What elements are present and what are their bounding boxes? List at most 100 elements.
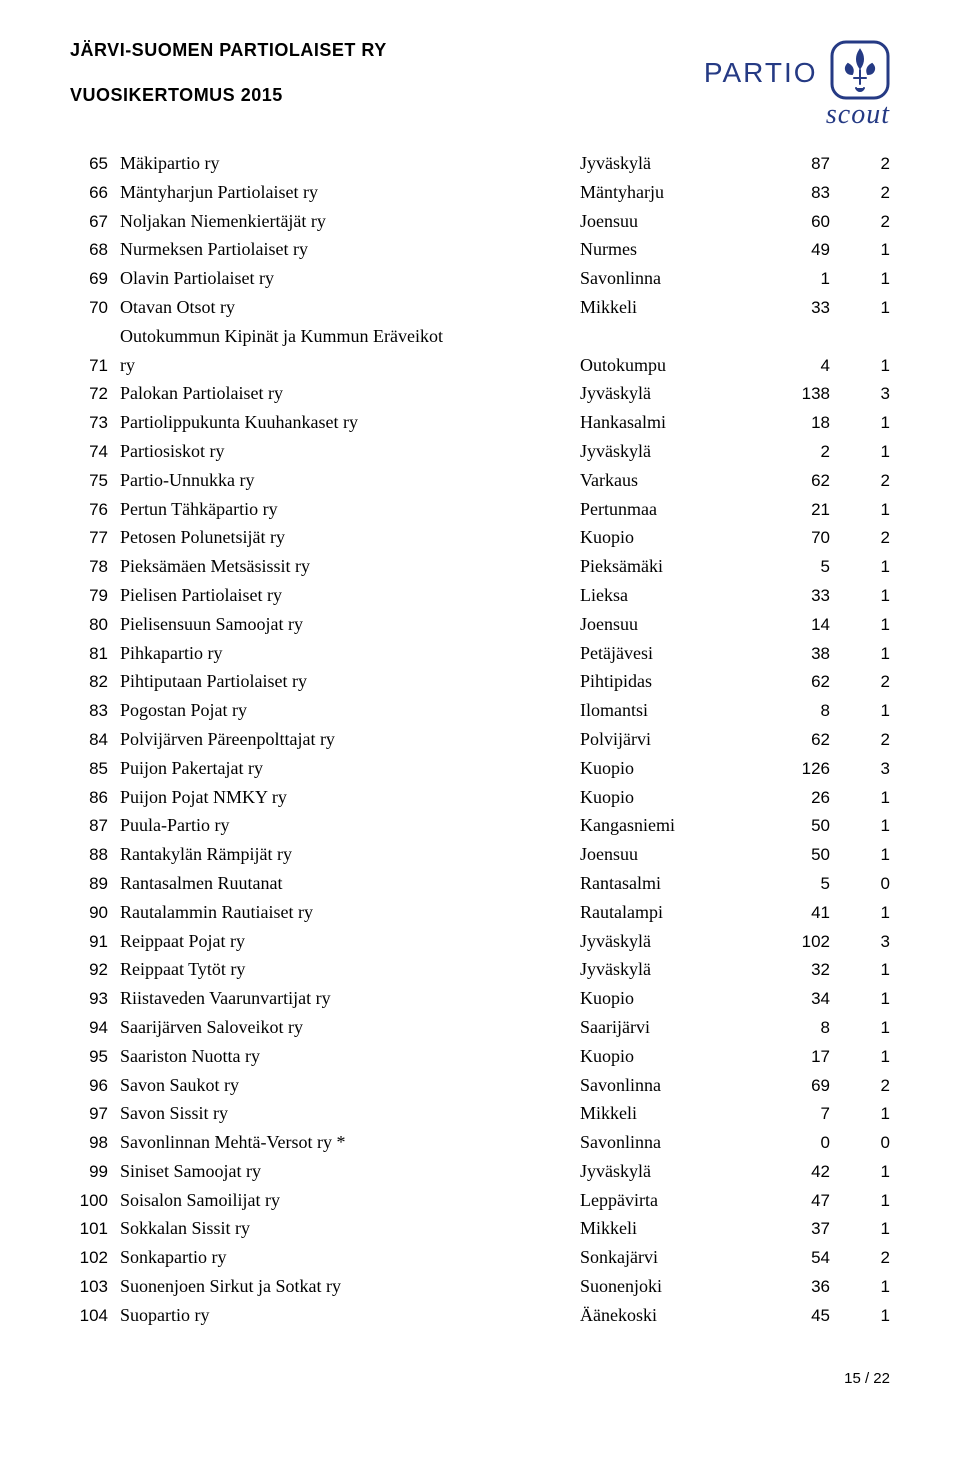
- table-row: 79Pielisen Partiolaiset ryLieksa331: [70, 581, 890, 610]
- row-value-2: 1: [830, 784, 890, 811]
- row-value-2: 1: [830, 582, 890, 609]
- row-value-2: 1: [830, 236, 890, 263]
- row-number: 75: [70, 467, 120, 494]
- row-city: Joensuu: [580, 610, 760, 639]
- row-value-2: 1: [830, 553, 890, 580]
- row-city: Savonlinna: [580, 1071, 760, 1100]
- table-row: 102Sonkapartio rySonkajärvi542: [70, 1243, 890, 1272]
- row-city: Jyväskylä: [580, 379, 760, 408]
- row-value-1: 50: [760, 841, 830, 868]
- row-value-1: 38: [760, 640, 830, 667]
- row-value-2: 3: [830, 755, 890, 782]
- row-value-2: 1: [830, 1100, 890, 1127]
- row-number: 68: [70, 236, 120, 263]
- table-row: 89Rantasalmen RuutanatRantasalmi50: [70, 869, 890, 898]
- row-value-2: 2: [830, 726, 890, 753]
- table-row: 71ryOutokumpu41: [70, 351, 890, 380]
- row-number: 100: [70, 1187, 120, 1214]
- row-value-2: 2: [830, 467, 890, 494]
- row-value-1: 37: [760, 1215, 830, 1242]
- row-value-1: 33: [760, 294, 830, 321]
- row-value-2: 1: [830, 812, 890, 839]
- row-city: Kangasniemi: [580, 811, 760, 840]
- header-left: JÄRVI-SUOMEN PARTIOLAISET RY VUOSIKERTOM…: [70, 40, 387, 106]
- table-row: 90Rautalammin Rautiaiset ryRautalampi411: [70, 898, 890, 927]
- header-row: JÄRVI-SUOMEN PARTIOLAISET RY VUOSIKERTOM…: [70, 40, 890, 131]
- row-value-2: 2: [830, 1244, 890, 1271]
- table-row: 68Nurmeksen Partiolaiset ryNurmes491: [70, 235, 890, 264]
- row-value-2: 2: [830, 179, 890, 206]
- table-row: 96Savon Saukot rySavonlinna692: [70, 1071, 890, 1100]
- table-row: 101Sokkalan Sissit ryMikkeli371: [70, 1214, 890, 1243]
- table-row: 91Reippaat Pojat ryJyväskylä1023: [70, 927, 890, 956]
- table-row: 88Rantakylän Rämpijät ryJoensuu501: [70, 840, 890, 869]
- row-city: Mikkeli: [580, 1214, 760, 1243]
- row-value-1: 18: [760, 409, 830, 436]
- fleur-de-lis-icon: [830, 40, 890, 105]
- row-name: Pihtiputaan Partiolaiset ry: [120, 667, 580, 696]
- row-value-1: 42: [760, 1158, 830, 1185]
- row-city: Leppävirta: [580, 1186, 760, 1215]
- row-number: 72: [70, 380, 120, 407]
- row-value-1: 32: [760, 956, 830, 983]
- row-number: 101: [70, 1215, 120, 1242]
- row-number: 89: [70, 870, 120, 897]
- row-value-1: 1: [760, 265, 830, 292]
- row-number: 96: [70, 1072, 120, 1099]
- row-number: 86: [70, 784, 120, 811]
- row-number: 81: [70, 640, 120, 667]
- row-value-2: 0: [830, 1129, 890, 1156]
- row-value-2: 1: [830, 1187, 890, 1214]
- row-city: Petäjävesi: [580, 639, 760, 668]
- row-number: 77: [70, 524, 120, 551]
- table-row: 87Puula-Partio ryKangasniemi501: [70, 811, 890, 840]
- row-value-2: 2: [830, 208, 890, 235]
- row-city: Jyväskylä: [580, 437, 760, 466]
- table-row: 103Suonenjoen Sirkut ja Sotkat rySuonenj…: [70, 1272, 890, 1301]
- row-city: Varkaus: [580, 466, 760, 495]
- row-name: Puijon Pojat NMKY ry: [120, 783, 580, 812]
- row-number: 71: [70, 352, 120, 379]
- row-city: Jyväskylä: [580, 955, 760, 984]
- row-value-2: 1: [830, 294, 890, 321]
- row-name: Riistaveden Vaarunvartijat ry: [120, 984, 580, 1013]
- table-row: 67Noljakan Niemenkiertäjät ryJoensuu602: [70, 207, 890, 236]
- row-number: 88: [70, 841, 120, 868]
- row-city: Savonlinna: [580, 264, 760, 293]
- row-number: 103: [70, 1273, 120, 1300]
- row-value-1: 36: [760, 1273, 830, 1300]
- row-name: Puijon Pakertajat ry: [120, 754, 580, 783]
- row-value-2: 1: [830, 1215, 890, 1242]
- row-number: 65: [70, 150, 120, 177]
- table-row: 72Palokan Partiolaiset ryJyväskylä1383: [70, 379, 890, 408]
- row-value-1: 62: [760, 467, 830, 494]
- row-value-1: 62: [760, 668, 830, 695]
- row-value-1: 49: [760, 236, 830, 263]
- row-value-2: 2: [830, 1072, 890, 1099]
- table-row: 99Siniset Samoojat ryJyväskylä421: [70, 1157, 890, 1186]
- row-number: 91: [70, 928, 120, 955]
- row-name: Pieksämäen Metsäsissit ry: [120, 552, 580, 581]
- row-name: Sonkapartio ry: [120, 1243, 580, 1272]
- row-value-1: 4: [760, 352, 830, 379]
- table-row: 73Partiolippukunta Kuuhankaset ryHankasa…: [70, 408, 890, 437]
- table-row: 84Polvijärven Päreenpolttajat ryPolvijär…: [70, 725, 890, 754]
- row-name: Partiolippukunta Kuuhankaset ry: [120, 408, 580, 437]
- row-name: Mäkipartio ry: [120, 149, 580, 178]
- row-name: Savon Sissit ry: [120, 1099, 580, 1128]
- row-name: Reippaat Tytöt ry: [120, 955, 580, 984]
- row-city: Jyväskylä: [580, 927, 760, 956]
- row-city: Kuopio: [580, 1042, 760, 1071]
- row-name: Suopartio ry: [120, 1301, 580, 1330]
- row-value-1: 21: [760, 496, 830, 523]
- row-value-1: 8: [760, 1014, 830, 1041]
- row-name: Pielisensuun Samoojat ry: [120, 610, 580, 639]
- row-number: 92: [70, 956, 120, 983]
- row-value-1: 33: [760, 582, 830, 609]
- row-number: 85: [70, 755, 120, 782]
- table-row: 86Puijon Pojat NMKY ryKuopio261: [70, 783, 890, 812]
- table-row: 85Puijon Pakertajat ryKuopio1263: [70, 754, 890, 783]
- table-row: 97Savon Sissit ryMikkeli71: [70, 1099, 890, 1128]
- row-number: 94: [70, 1014, 120, 1041]
- row-city: Sonkajärvi: [580, 1243, 760, 1272]
